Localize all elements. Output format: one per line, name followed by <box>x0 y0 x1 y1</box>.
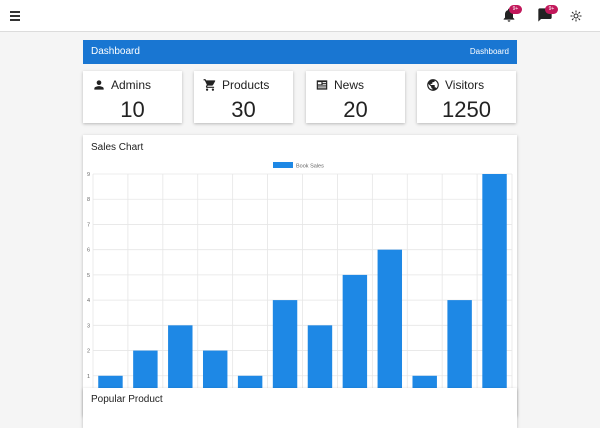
popular-product-panel: Popular Product <box>83 388 517 428</box>
bar-august <box>342 274 368 401</box>
bar-november <box>447 300 472 401</box>
products-label: Products <box>222 78 270 92</box>
sales-chart-title: Sales Chart <box>91 142 144 153</box>
y-tick-label: 5 <box>87 273 90 279</box>
y-tick-label: 1 <box>87 374 90 380</box>
newspaper-icon <box>316 80 328 90</box>
notifications-badge: 9+ <box>509 5 522 14</box>
messages-button[interactable]: 9+ <box>537 5 558 25</box>
stat-cards: Admins 10 Products 30 News 20 Visitors 1… <box>83 71 517 123</box>
visitors-card[interactable]: Visitors 1250 <box>417 71 516 123</box>
top-app-bar: 9+ 9+ <box>0 0 600 32</box>
y-tick-label: 4 <box>87 298 90 304</box>
menu-icon[interactable] <box>8 8 24 24</box>
admins-card[interactable]: Admins 10 <box>83 71 182 123</box>
legend-swatch <box>273 162 293 168</box>
notifications-button[interactable]: 9+ <box>501 5 522 25</box>
y-tick-label: 7 <box>87 222 90 228</box>
admins-label: Admins <box>111 78 152 92</box>
cart-icon <box>203 79 216 91</box>
main-content: Dashboard Dashboard Admins 10 Products 3… <box>83 40 517 428</box>
globe-icon <box>427 79 439 91</box>
bar-june <box>272 300 298 401</box>
visitors-value: 1250 <box>442 97 491 122</box>
news-label: News <box>334 78 365 92</box>
news-value: 20 <box>343 97 368 122</box>
visitors-label: Visitors <box>445 78 485 92</box>
page-title: Dashboard <box>91 46 140 57</box>
y-tick-label: 9 <box>87 172 90 178</box>
legend-label: Book Sales <box>296 164 324 170</box>
y-tick-label: 2 <box>87 349 90 355</box>
sales-chart: 0123456789JanuaryFebruaryMarchAprilMayJu… <box>87 162 513 412</box>
products-card[interactable]: Products 30 <box>194 71 293 123</box>
y-tick-label: 6 <box>87 248 90 254</box>
person-icon <box>94 80 104 90</box>
y-tick-label: 3 <box>87 323 90 329</box>
y-tick-label: 8 <box>87 197 90 203</box>
brightness-icon <box>570 10 582 22</box>
messages-badge: 9+ <box>545 5 558 14</box>
bar-december <box>482 174 507 401</box>
news-card[interactable]: News 20 <box>306 71 405 123</box>
sales-chart-panel: Sales Chart 0123456789JanuaryFebruaryMar… <box>83 135 517 416</box>
products-value: 30 <box>231 97 256 122</box>
page-header: Dashboard Dashboard <box>83 40 517 64</box>
admins-value: 10 <box>120 97 145 122</box>
brightness-button[interactable] <box>570 9 588 27</box>
breadcrumb[interactable]: Dashboard <box>469 47 509 56</box>
bar-september <box>377 249 403 401</box>
